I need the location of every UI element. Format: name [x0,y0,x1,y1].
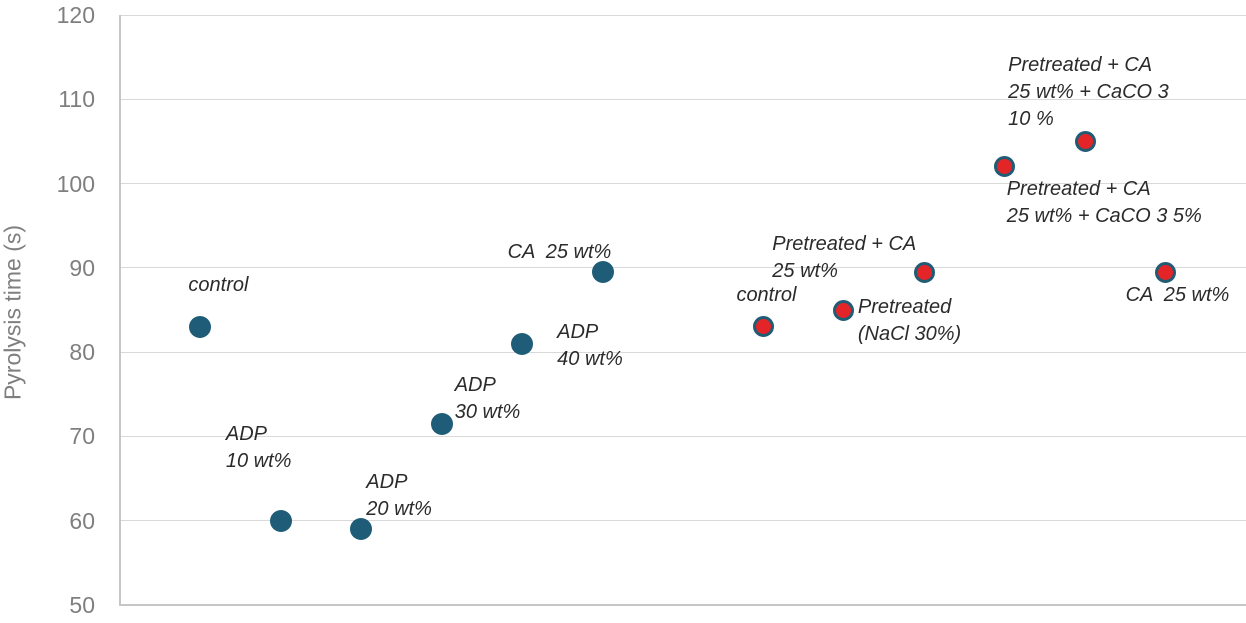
y-tick-label: 60 [69,507,95,534]
data-point-label: ADP 30 wt% [454,373,521,423]
data-point-label: Pretreated + CA 25 wt% + CaCO 3 5% [1006,177,1202,227]
data-point [430,412,453,435]
y-tick-label: 120 [56,2,95,28]
data-point [511,332,534,355]
x-axis-line [119,604,1246,606]
y-tick-label: 110 [58,86,95,113]
gridline [120,520,1246,522]
data-point [833,299,855,321]
data-point-label: Pretreated + CA 25 wt% + CaCO 3 10 % [1008,54,1169,131]
y-axis-line [119,15,121,605]
data-point [913,261,935,283]
data-point-label: ADP 20 wt% [366,471,432,521]
data-point-label: ADP 10 wt% [225,422,292,472]
y-tick-label: 70 [69,423,95,450]
data-point [1155,261,1177,283]
data-point [269,509,292,532]
data-point-label: control [188,273,249,296]
gridline [120,98,1246,100]
y-tick-label: 90 [69,254,95,281]
data-point-label: CA 25 wt% [1125,284,1230,307]
gridline [120,183,1246,185]
data-point-label: ADP 40 wt% [557,320,623,370]
data-point [591,261,614,284]
data-point [1074,130,1096,152]
gridline [120,351,1246,353]
data-point [994,156,1016,178]
data-point [350,518,373,541]
data-point-label: Pretreated (NaCl 30%) [857,296,962,345]
y-tick-label: 50 [69,592,95,618]
gridline [120,267,1246,269]
data-point-label: control [736,283,797,306]
y-tick-label: 80 [69,339,95,366]
data-point-label: Pretreated + CA 25 wt% [772,233,917,283]
gridline [120,435,1246,437]
gridline [120,14,1246,16]
data-point [189,315,212,338]
y-axis-title: Pyrolysis time (s) [0,224,26,401]
y-tick-label: 100 [56,170,95,197]
data-point-label: CA 25 wt% [507,241,612,264]
data-point [752,316,774,338]
